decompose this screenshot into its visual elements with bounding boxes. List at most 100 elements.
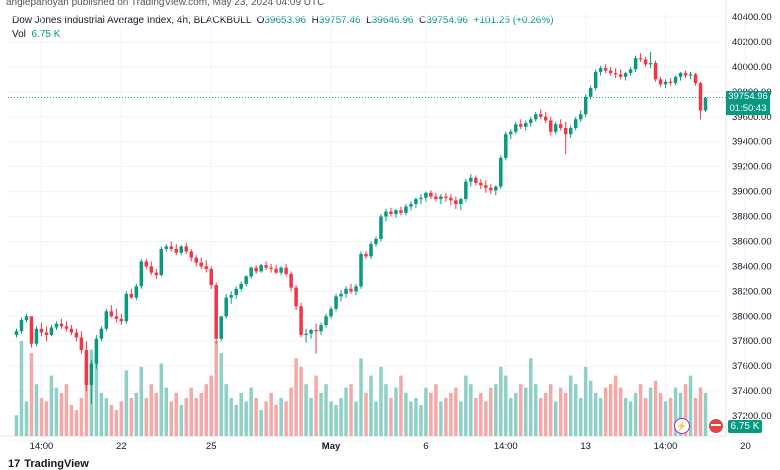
candle-body (139, 261, 144, 287)
volume-bar (319, 392, 323, 436)
us-flag-icon[interactable] (708, 418, 724, 434)
volume-bar (149, 384, 154, 436)
candle-body (284, 267, 288, 274)
volume-bar (174, 392, 179, 436)
volume-bar (384, 384, 388, 436)
candle-body (294, 287, 298, 307)
volume-bar (429, 392, 433, 436)
candle-body (59, 323, 64, 327)
candle-body (249, 267, 253, 277)
volume-bar (658, 392, 663, 436)
candle-body (459, 199, 463, 205)
candle-body (229, 295, 233, 298)
candle-body (234, 288, 238, 296)
candle-body (633, 58, 638, 70)
volume-bar (504, 375, 508, 436)
x-tick-label: 13 (580, 441, 591, 452)
y-tick-label: 39200.00 (732, 162, 772, 173)
volume-bar (14, 415, 19, 436)
candle-body (124, 293, 129, 322)
candle-body (244, 276, 248, 284)
candle-body (304, 333, 308, 335)
volume-bar (259, 410, 263, 436)
volume-bar (698, 387, 703, 436)
volume-bar (623, 398, 628, 436)
candle-body (264, 265, 268, 268)
volume-bar (424, 387, 428, 436)
candle-body (618, 74, 623, 77)
bar-countdown: 01:50:43 (729, 103, 767, 115)
y-tick-label: 37800.00 (732, 336, 772, 347)
volume-bar (54, 387, 59, 436)
candle-body (344, 288, 348, 294)
volume-bar (643, 398, 648, 436)
candle-body (628, 69, 633, 74)
candle-body (164, 246, 169, 249)
candle-body (99, 328, 104, 339)
volume-bar (648, 387, 653, 436)
volume-bar (134, 392, 139, 436)
volume-bar (479, 392, 483, 436)
x-tick-label: 20 (740, 441, 751, 452)
candle-body (598, 68, 603, 72)
candle-body (179, 246, 184, 253)
candle-body (324, 316, 328, 326)
candle-body (454, 200, 458, 205)
candle-body (673, 76, 678, 84)
volume-bar (359, 358, 363, 436)
candle-body (94, 338, 99, 364)
volume-bar (578, 398, 583, 436)
volume-bar (494, 384, 498, 436)
volume-bar (618, 387, 623, 436)
volume-bar (399, 375, 403, 436)
volume-bar (334, 404, 338, 436)
volume-bar (464, 375, 468, 436)
volume-bar (524, 387, 528, 436)
candle-body (194, 257, 198, 263)
volume-bar (598, 398, 603, 436)
candle-body (299, 306, 303, 335)
volume-bar (668, 398, 673, 436)
volume-bar (444, 398, 448, 436)
volume-bar (19, 341, 24, 436)
candle-body (524, 122, 528, 127)
candle-body (638, 58, 643, 60)
volume-bar (688, 375, 693, 436)
volume-bar (339, 398, 343, 436)
candle-body (239, 283, 243, 289)
candle-body (538, 114, 543, 117)
candle-body (389, 211, 393, 215)
volume-bar (519, 384, 523, 436)
candle-body (489, 187, 493, 191)
volume-bar (573, 384, 578, 436)
volume-bar (608, 384, 613, 436)
volume-bar (588, 380, 593, 436)
volume-bar (543, 392, 548, 436)
y-tick-label: 39000.00 (732, 187, 772, 198)
volume-bar (114, 410, 119, 436)
volume-bar (638, 384, 643, 436)
candle-body (529, 119, 533, 123)
candle-body (683, 73, 688, 76)
y-tick-label: 38400.00 (732, 261, 772, 272)
volume-bar (603, 387, 608, 436)
candle-body (543, 116, 548, 121)
candle-body (643, 59, 648, 65)
volume-bar (449, 392, 453, 436)
low-label: L (366, 15, 372, 26)
candle-body (334, 296, 338, 309)
candle-body (349, 288, 353, 292)
candle-body (74, 332, 79, 338)
volume-bar (593, 392, 598, 436)
candle-body (329, 308, 333, 317)
candle-body (54, 323, 59, 328)
volume-bar (64, 384, 69, 436)
candle-body (149, 266, 154, 273)
lightning-icon[interactable]: ⚡ (674, 418, 690, 434)
candle-body (309, 330, 313, 334)
candle-body (184, 246, 188, 252)
volume-bar (553, 401, 558, 436)
volume-bar (439, 401, 443, 436)
candle-body (174, 248, 179, 253)
